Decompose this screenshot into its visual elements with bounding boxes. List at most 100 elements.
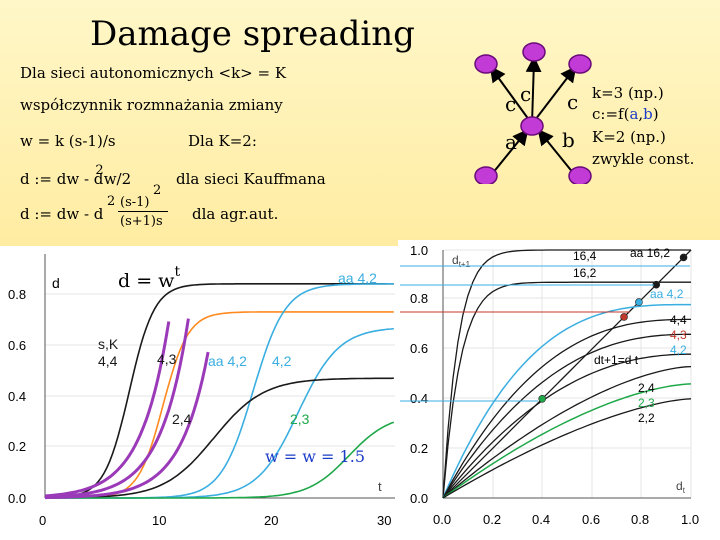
formula-agr-num: (s-1) bbox=[120, 195, 150, 210]
text-multiplication: współczynnik rozmnażania zmiany bbox=[20, 96, 283, 114]
right-curve-22 bbox=[442, 398, 692, 499]
formula-d-w-text: d = w bbox=[118, 270, 175, 292]
right-xtick-label: 0.4 bbox=[532, 512, 550, 527]
left-curve-24 bbox=[44, 377, 394, 499]
left-xtick-label: 10 bbox=[152, 513, 166, 528]
right-label-diag: dt+1=d t bbox=[594, 353, 639, 367]
text-kauffman: dla sieci Kauffmana bbox=[176, 170, 326, 188]
left-label-44: 4,4 bbox=[98, 353, 118, 369]
left-xtick-label: 0 bbox=[39, 513, 46, 528]
edge-center-top bbox=[525, 56, 542, 125]
formula-kauffman-b: w/2 bbox=[103, 170, 132, 188]
right-ytick-label: 0.4 bbox=[410, 391, 428, 406]
left-label-42: 4,2 bbox=[272, 353, 292, 369]
left-chart-curves bbox=[44, 283, 395, 500]
slide-title: Damage spreading bbox=[90, 14, 415, 54]
left-curve-exp-c bbox=[44, 351, 210, 500]
right-curve-42 bbox=[442, 353, 691, 499]
ww-label-text: w = w = 1.5 bbox=[265, 447, 365, 466]
right-point-43 bbox=[620, 313, 628, 321]
formula-kauffman-sup: 2 bbox=[95, 163, 104, 178]
node-left-top bbox=[474, 54, 498, 74]
node-b bbox=[568, 166, 592, 184]
right-label-43: 4,3 bbox=[670, 328, 687, 342]
left-ylabel: d bbox=[52, 275, 60, 291]
network-diagram bbox=[474, 42, 592, 184]
right-chart-curves bbox=[442, 249, 692, 499]
legend-cfab-b: a bbox=[629, 105, 639, 123]
right-label-aa162: aa 16,2 bbox=[630, 246, 670, 260]
right-point-164 bbox=[679, 253, 688, 262]
right-curve-diagonal bbox=[442, 249, 692, 499]
left-xtick-label: 20 bbox=[264, 513, 278, 528]
right-ytick-label: 0.6 bbox=[410, 341, 428, 356]
legend-const: zwykle const. bbox=[592, 150, 695, 168]
right-ytick-label: 0.2 bbox=[410, 441, 428, 456]
left-label-aa42-top: aa 4,2 bbox=[338, 270, 377, 286]
right-label-aa42: aa 4,2 bbox=[650, 287, 684, 301]
formula-d-w: d = wt bbox=[118, 264, 180, 292]
left-ytick-label: 0.4 bbox=[8, 389, 26, 404]
legend-cfab: c:=f(a,b) bbox=[592, 105, 659, 123]
right-label-24: 2,4 bbox=[638, 381, 655, 395]
node-center bbox=[520, 116, 544, 136]
formula-agr-a: d := dw - d bbox=[20, 205, 104, 223]
node-a bbox=[474, 166, 498, 184]
legend-k3: k=3 (np.) bbox=[592, 84, 664, 102]
right-label-164: 16,4 bbox=[573, 249, 597, 263]
right-ytick-label: 0.0 bbox=[410, 491, 428, 506]
right-xtick-label: 0.2 bbox=[483, 512, 501, 527]
node-label-c2: c bbox=[520, 82, 532, 106]
fraction-bar bbox=[118, 211, 168, 212]
formula-agr-num-sup: 2 bbox=[153, 183, 162, 198]
edge-b-center bbox=[537, 128, 575, 175]
right-label-22: 2,2 bbox=[638, 411, 655, 425]
right-chart-grid bbox=[443, 249, 692, 498]
right-xtick-label: 0.6 bbox=[582, 512, 600, 527]
node-top bbox=[522, 42, 546, 62]
text-agr: dla agr.aut. bbox=[192, 205, 279, 223]
left-label-sk: s,K bbox=[98, 336, 119, 352]
right-xtick-label: 0.8 bbox=[631, 512, 649, 527]
formula-kauffman: d := dw - d2w/2 bbox=[20, 163, 132, 188]
right-label-162: 16,2 bbox=[573, 266, 597, 280]
right-curve-aa162 bbox=[442, 281, 691, 499]
ww-label: w = w = 1.5 bbox=[265, 447, 365, 466]
legend-cfab-c: , bbox=[638, 105, 644, 123]
node-right-top bbox=[568, 54, 592, 74]
right-point-23 bbox=[538, 395, 546, 403]
right-label-42: 4,2 bbox=[670, 343, 687, 357]
formula-kauffman-a: d := dw - d bbox=[20, 170, 104, 188]
left-ytick-label: 0.0 bbox=[8, 491, 26, 506]
left-curve-44 bbox=[45, 283, 394, 499]
node-label-c1: c bbox=[505, 92, 517, 116]
formula-agr-den: (s+1)s bbox=[120, 214, 163, 229]
node-label-b: b bbox=[562, 128, 575, 152]
left-ytick-label: 0.2 bbox=[8, 439, 26, 454]
left-ytick-label: 0.6 bbox=[8, 338, 26, 353]
right-curve-24 bbox=[442, 365, 692, 499]
edge-center-left bbox=[489, 65, 533, 125]
left-label-aa42-mid: aa 4,2 bbox=[208, 353, 247, 369]
right-chart: 0.00.20.40.60.81.00.0 0.2 0.4 0.6 0.8 1.0 dt+… bbox=[398, 240, 720, 540]
formula-agr-sup: 2 bbox=[107, 194, 116, 209]
left-xlabel: t bbox=[378, 479, 382, 494]
node-label-c3: c bbox=[567, 90, 579, 114]
node-label-a: a bbox=[505, 130, 517, 154]
right-ytick-label: 0.8 bbox=[410, 291, 428, 306]
edge-center-right bbox=[531, 65, 577, 125]
right-xtick-label: 1.0 bbox=[681, 512, 699, 527]
legend-cfab-a: c:=f( bbox=[592, 105, 630, 123]
right-point-aa42 bbox=[635, 298, 643, 306]
legend-k2: K=2 (np.) bbox=[592, 128, 666, 146]
left-label-24: 2,4 bbox=[172, 411, 192, 427]
formula-d-w-sup: t bbox=[174, 264, 181, 280]
right-curve-44 bbox=[442, 318, 691, 499]
right-xlabel-main: d bbox=[676, 479, 683, 493]
left-chart-ticks: 0.0 0.2 0.4 0.6 0.8 0 10 20 30 bbox=[8, 287, 391, 528]
right-xlabel-sub: t bbox=[683, 486, 686, 495]
text-k2: Dla K=2: bbox=[188, 132, 257, 150]
right-ytick-label: 1.0 bbox=[410, 243, 428, 258]
right-curve-164 bbox=[442, 249, 691, 499]
